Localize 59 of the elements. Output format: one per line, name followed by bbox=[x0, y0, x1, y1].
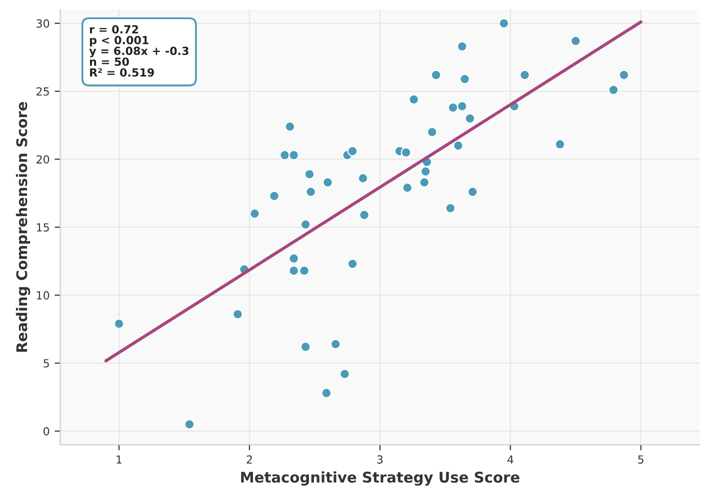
x-axis-title: Metacognitive Strategy Use Score bbox=[241, 471, 520, 486]
point bbox=[330, 338, 341, 350]
point bbox=[269, 190, 280, 202]
point bbox=[453, 140, 464, 151]
x-tick-label: 5 bbox=[638, 455, 644, 464]
y-tick-label: 30 bbox=[36, 19, 50, 28]
point bbox=[445, 202, 456, 214]
point bbox=[618, 70, 630, 80]
point bbox=[554, 139, 566, 150]
point bbox=[408, 94, 420, 105]
point bbox=[520, 70, 530, 80]
point bbox=[358, 173, 368, 184]
point bbox=[456, 101, 468, 112]
x-tick-label: 2 bbox=[246, 455, 252, 464]
point bbox=[299, 265, 310, 276]
point bbox=[279, 150, 290, 160]
point bbox=[321, 388, 332, 398]
point bbox=[430, 70, 442, 80]
point bbox=[359, 210, 370, 220]
x-tick-label: 1 bbox=[116, 455, 122, 464]
x-tick-label: 3 bbox=[377, 455, 383, 464]
annotation: r = 0.72 p < 0.001 y = 6.08x + -0.3 n = 50 R² = 0.519 bbox=[89, 25, 188, 77]
y-tick-label: 20 bbox=[36, 155, 50, 164]
y-tick-label: 15 bbox=[36, 223, 49, 232]
point bbox=[347, 146, 358, 156]
point bbox=[288, 265, 300, 276]
point bbox=[420, 166, 431, 177]
point bbox=[288, 253, 300, 264]
point bbox=[400, 147, 412, 158]
point bbox=[288, 150, 300, 160]
point bbox=[448, 102, 458, 113]
point bbox=[114, 318, 124, 329]
point bbox=[304, 168, 315, 180]
point bbox=[456, 41, 468, 52]
y-tick-label: 25 bbox=[36, 87, 49, 96]
point bbox=[300, 219, 311, 230]
y-tick-label: 10 bbox=[36, 291, 50, 300]
point bbox=[184, 419, 195, 430]
point bbox=[426, 126, 438, 138]
x-tick-label: 4 bbox=[507, 455, 514, 464]
point bbox=[402, 182, 413, 193]
point bbox=[419, 177, 430, 188]
y-tick-label: 0 bbox=[44, 427, 50, 436]
point bbox=[570, 36, 581, 46]
point bbox=[467, 186, 478, 198]
point bbox=[608, 84, 619, 96]
point bbox=[347, 258, 358, 270]
point bbox=[284, 121, 296, 132]
point bbox=[464, 113, 476, 124]
point bbox=[498, 18, 510, 29]
point bbox=[460, 74, 470, 84]
y-tick-label: 5 bbox=[44, 359, 49, 368]
point bbox=[249, 208, 260, 219]
point bbox=[322, 177, 333, 188]
y-axis-title: Reading Comprehension Score bbox=[16, 102, 30, 352]
point bbox=[306, 186, 316, 198]
point bbox=[232, 308, 243, 320]
point bbox=[300, 342, 311, 352]
point bbox=[340, 368, 350, 380]
